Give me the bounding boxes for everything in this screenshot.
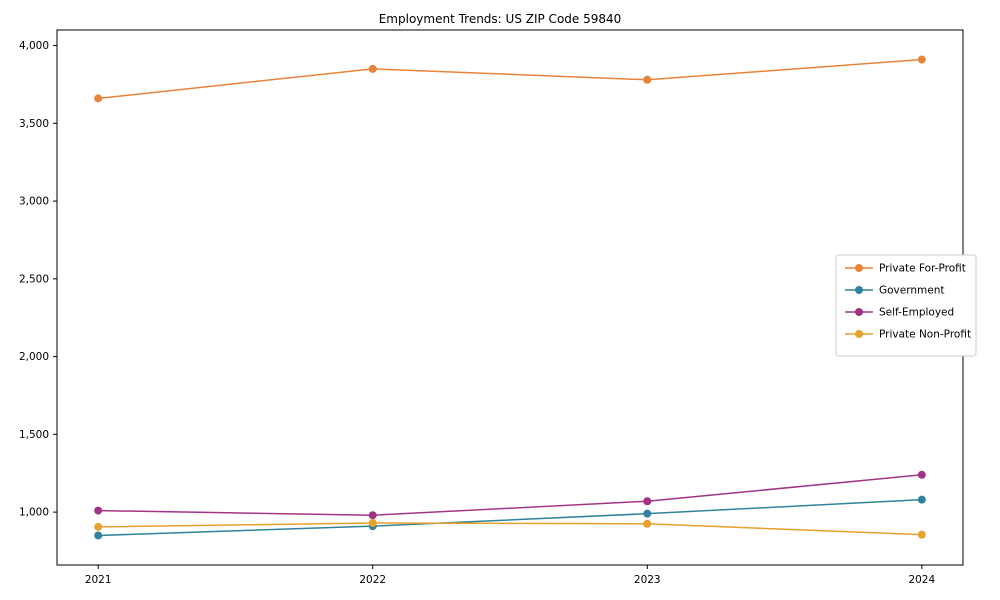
legend-item-private-non-profit: Private Non-Profit [845,329,971,341]
data-point-marker [94,94,103,103]
series-line [98,498,922,537]
data-point-marker [94,522,103,531]
data-point-marker [917,470,926,479]
x-tick-label: 2023 [634,574,661,586]
series-line [98,58,922,100]
data-point-marker [94,531,103,540]
legend-label: Private Non-Profit [879,329,971,341]
y-axis: 1,000 1,500 2,000 2,500 3,000 3,500 4,000 [19,40,57,519]
data-point-marker [917,55,926,64]
legend: Private For-Profit Government Self-Employe… [835,254,977,357]
data-point-marker [643,519,652,528]
data-point-marker [643,509,652,518]
data-point-marker [643,497,652,506]
series-line [98,522,922,536]
legend-item-government: Government [845,285,944,297]
data-point-marker [94,506,103,515]
legend-marker [855,308,863,316]
x-tick-label: 2024 [908,574,935,586]
legend-marker [855,330,863,338]
data-point-marker [368,511,377,520]
data-point-marker [917,495,926,504]
y-tick-label: 3,000 [19,196,49,208]
y-tick-label: 2,500 [19,273,49,285]
legend-label: Self-Employed [879,307,954,319]
legend-item-private-for-profit: Private For-Profit [845,263,966,275]
plot-border [56,29,964,566]
series-private-non-profit [94,519,926,539]
y-tick-label: 2,000 [19,351,49,363]
legend-item-self-employed: Self-Employed [845,307,954,319]
y-tick-label: 3,500 [19,118,49,130]
y-tick-label: 1,500 [19,429,49,441]
y-tick-label: 4,000 [19,40,49,52]
series-self-employed [94,470,926,520]
series-private-for-profit [94,55,926,103]
legend-box [835,254,977,357]
x-tick-label: 2021 [85,574,112,586]
data-point-marker [368,64,377,73]
legend-label: Private For-Profit [879,263,966,275]
chart-title: Employment Trends: US ZIP Code 59840 [378,12,622,26]
legend-marker [855,286,863,294]
y-tick-label: 1,000 [19,507,49,519]
legend-marker [855,264,863,272]
data-point-marker [368,519,377,528]
series-line [98,474,922,516]
series-government [94,495,926,540]
x-axis: 2021 2022 2023 2024 [85,565,935,586]
legend-label: Government [879,285,944,297]
data-point-marker [917,530,926,539]
data-point-marker [643,75,652,84]
x-tick-label: 2022 [359,574,386,586]
